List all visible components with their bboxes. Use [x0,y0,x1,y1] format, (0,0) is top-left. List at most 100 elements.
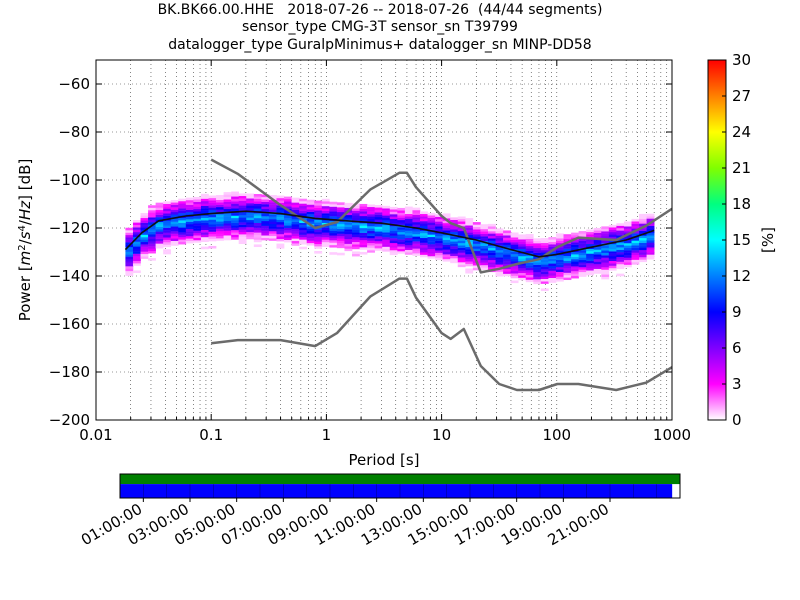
y-axis-label: Power [m2/s4/Hz] [dB] [16,159,34,322]
histogram-cell [404,213,413,217]
histogram-cell [299,203,307,207]
histogram-cell [125,256,134,260]
histogram-cell [163,225,172,228]
histogram-cell [374,243,383,246]
histogram-cell [412,253,421,256]
histogram-cell [178,210,187,214]
histogram-cell [465,218,474,221]
histogram-cell [586,265,595,269]
histogram-cell [336,245,345,249]
histogram-cell [336,226,345,229]
colorbar-tick-label: 9 [732,303,742,321]
histogram-cell [299,213,307,216]
histogram-cell [329,252,338,255]
histogram-cell [359,251,368,255]
histogram-cell [367,206,375,210]
histogram-cell [261,194,270,198]
histogram-cell [216,235,224,239]
histogram-cell [472,255,481,259]
histogram-cell [571,247,579,250]
histogram-cell [503,254,511,258]
histogram-cell [344,231,353,235]
histogram-cell [487,240,496,244]
histogram-cell [571,232,579,236]
histogram-cell [571,261,579,265]
histogram-cell [480,257,489,261]
histogram-cell [268,235,277,239]
histogram-cell [170,233,179,237]
histogram-cell [450,229,459,232]
histogram-cell [623,245,632,249]
histogram-cell [291,207,300,210]
histogram-cell [178,208,187,211]
histogram-cell [185,200,194,203]
histogram-cell [374,209,383,213]
histogram-cell [563,253,572,257]
axes-frame [95,59,673,421]
histogram-cell [321,241,330,245]
histogram-cell [540,250,549,253]
histogram-cell [253,220,262,224]
histogram-cell [140,256,149,259]
histogram-cell [412,212,421,216]
histogram-cell [427,232,436,235]
histogram-cell [261,230,270,234]
histogram-cell [261,220,270,224]
histogram-cell [442,256,451,260]
histogram-cell [299,205,307,209]
histogram-cell [170,214,179,217]
histogram-cell [593,259,602,262]
histogram-cell [200,203,209,207]
histogram-cell [246,198,255,201]
histogram-cell [291,212,300,215]
histogram-cell [540,259,549,263]
histogram-cell [276,207,285,211]
histogram-cell [238,203,247,206]
histogram-cell [563,255,572,259]
x-axis-label: Period [s] [348,451,419,469]
histogram-cell [503,252,511,255]
histogram-cell [518,236,527,240]
histogram-cell [518,244,527,247]
histogram-cell [148,210,156,213]
histogram-cell [601,276,610,280]
histogram-cell [623,221,632,225]
histogram-cell [427,241,436,245]
histogram-cell [533,281,542,285]
histogram-cell [616,223,625,226]
histogram-cell [155,233,164,237]
histogram-cell [578,245,587,249]
histogram-cell [495,237,504,241]
histogram-cell [306,240,315,244]
histogram-cell [601,231,610,234]
histogram-cell [646,249,655,253]
histogram-cell [457,245,466,248]
histogram-cell [389,252,398,256]
histogram-cell [223,208,232,212]
histogram-cell [631,250,640,253]
histogram-cell [435,216,443,220]
histogram-cell [261,204,270,207]
histogram-cell [148,234,156,237]
histogram-cell [646,228,655,231]
colorbar-tick-label: 18 [732,195,751,213]
histogram-cell [419,240,428,243]
histogram-cell [367,214,375,217]
histogram-cell [404,223,413,226]
histogram-cell [208,233,217,237]
histogram-cell [216,231,224,234]
histogram-cell [276,231,285,235]
histogram-cell [540,240,549,244]
histogram-cell [571,271,579,274]
histogram-cell [518,272,527,276]
histogram-cell [253,222,262,226]
histogram-cell [435,226,443,229]
histogram-cell [495,233,504,236]
histogram-cell [563,234,572,237]
histogram-cell [442,254,451,257]
histogram-cell [231,215,240,219]
histogram-cell [276,243,285,247]
histogram-cell [631,259,640,263]
histogram-cell [125,270,134,274]
histogram-cell [284,223,292,226]
